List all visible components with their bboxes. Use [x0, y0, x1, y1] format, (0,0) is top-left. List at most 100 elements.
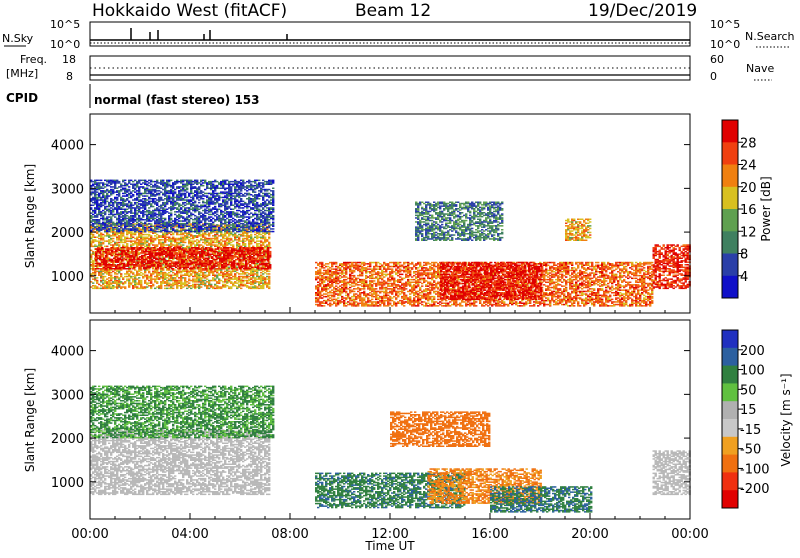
data-cell: [238, 252, 240, 254]
data-cell: [214, 235, 216, 237]
data-cell: [187, 265, 189, 267]
data-cell: [98, 240, 100, 242]
data-cell: [147, 247, 149, 249]
data-cell: [140, 235, 142, 237]
data-cell: [111, 259, 113, 261]
data-cell: [146, 278, 148, 280]
data-cell: [125, 259, 127, 261]
nave-label: Nave: [746, 62, 774, 75]
nsky-label: N.Sky: [2, 32, 34, 45]
data-cell: [110, 272, 112, 274]
data-cell: [196, 272, 198, 274]
data-cell: [236, 242, 238, 244]
data-cell: [244, 284, 246, 286]
data-cell: [193, 267, 195, 269]
data-cell: [184, 258, 186, 260]
data-cell: [100, 235, 102, 237]
data-cell: [134, 269, 136, 271]
data-cell: [175, 264, 177, 266]
data-cell: [234, 276, 236, 278]
data-cell: [118, 246, 120, 248]
data-cell: [222, 272, 224, 274]
data-cell: [165, 256, 167, 258]
data-cell: [136, 246, 138, 248]
data-cell: [204, 243, 206, 245]
data-cell: [95, 259, 97, 261]
data-cell: [111, 261, 113, 263]
data-cell: [134, 234, 136, 236]
data-cell: [116, 273, 118, 275]
data-cell: [156, 281, 158, 283]
data-cell: [160, 288, 162, 290]
data-cell: [123, 251, 125, 253]
data-cell: [256, 275, 258, 277]
data-cell: [202, 235, 204, 237]
data-cell: [226, 269, 228, 271]
data-cell: [106, 233, 108, 235]
nsky-tick-low: 10^0: [50, 38, 80, 51]
data-cell: [163, 259, 165, 261]
data-cell: [151, 261, 153, 263]
data-cell: [118, 280, 120, 282]
data-cell: [206, 278, 208, 280]
data-cell: [188, 276, 190, 278]
data-cell: [156, 269, 158, 271]
data-cell: [206, 240, 208, 242]
data-cell: [234, 273, 236, 275]
data-cell: [114, 272, 116, 274]
data-cell: [216, 238, 218, 240]
data-cell: [133, 256, 135, 258]
data-cell: [262, 276, 264, 278]
data-cell: [163, 258, 165, 260]
data-cell: [96, 286, 98, 288]
data-cell: [195, 261, 197, 263]
data-cell: [212, 272, 214, 274]
data-cell: [208, 288, 210, 290]
data-cell: [204, 280, 206, 282]
data-cell: [162, 246, 164, 248]
data-cell: [161, 248, 163, 250]
data-cell: [134, 285, 136, 287]
data-cell: [207, 259, 209, 261]
data-cell: [186, 281, 188, 283]
data-cell: [178, 243, 180, 245]
data-cell: [101, 248, 103, 250]
data-cell: [117, 261, 119, 263]
data-cell: [268, 281, 270, 283]
data-cell: [268, 273, 270, 275]
data-cell: [100, 285, 102, 287]
nsearch-tick-high: 10^5: [710, 18, 740, 31]
data-cell: [168, 269, 170, 271]
data-cell: [184, 282, 186, 284]
data-cell: [180, 281, 182, 283]
data-cell: [175, 267, 177, 269]
data-cell: [216, 239, 218, 241]
data-cell: [264, 277, 266, 279]
data-cell: [100, 244, 102, 246]
data-cell: [250, 235, 252, 237]
data-cell: [119, 264, 121, 266]
data-cell: [230, 239, 232, 241]
station-title: Hokkaido West (fitACF): [92, 1, 287, 21]
data-cell: [220, 233, 222, 235]
data-cell: [179, 268, 181, 270]
data-cell: [179, 258, 181, 260]
data-cell: [213, 250, 215, 252]
data-cell: [128, 285, 130, 287]
data-cell: [194, 285, 196, 287]
data-cell: [178, 269, 180, 271]
data-cell: [196, 243, 198, 245]
data-cell: [108, 281, 110, 283]
data-cell: [234, 285, 236, 287]
data-cell: [121, 259, 123, 261]
data-cell: [92, 251, 94, 253]
data-cell: [134, 281, 136, 283]
cpid-panel: CPID normal (fast stereo) 153: [6, 84, 260, 108]
data-cell: [96, 277, 98, 279]
data-cell: [102, 277, 104, 279]
data-cell: [99, 265, 101, 267]
data-cell: [174, 269, 176, 271]
data-cell: [104, 280, 106, 282]
data-cell: [211, 256, 213, 258]
data-cell: [149, 248, 151, 250]
